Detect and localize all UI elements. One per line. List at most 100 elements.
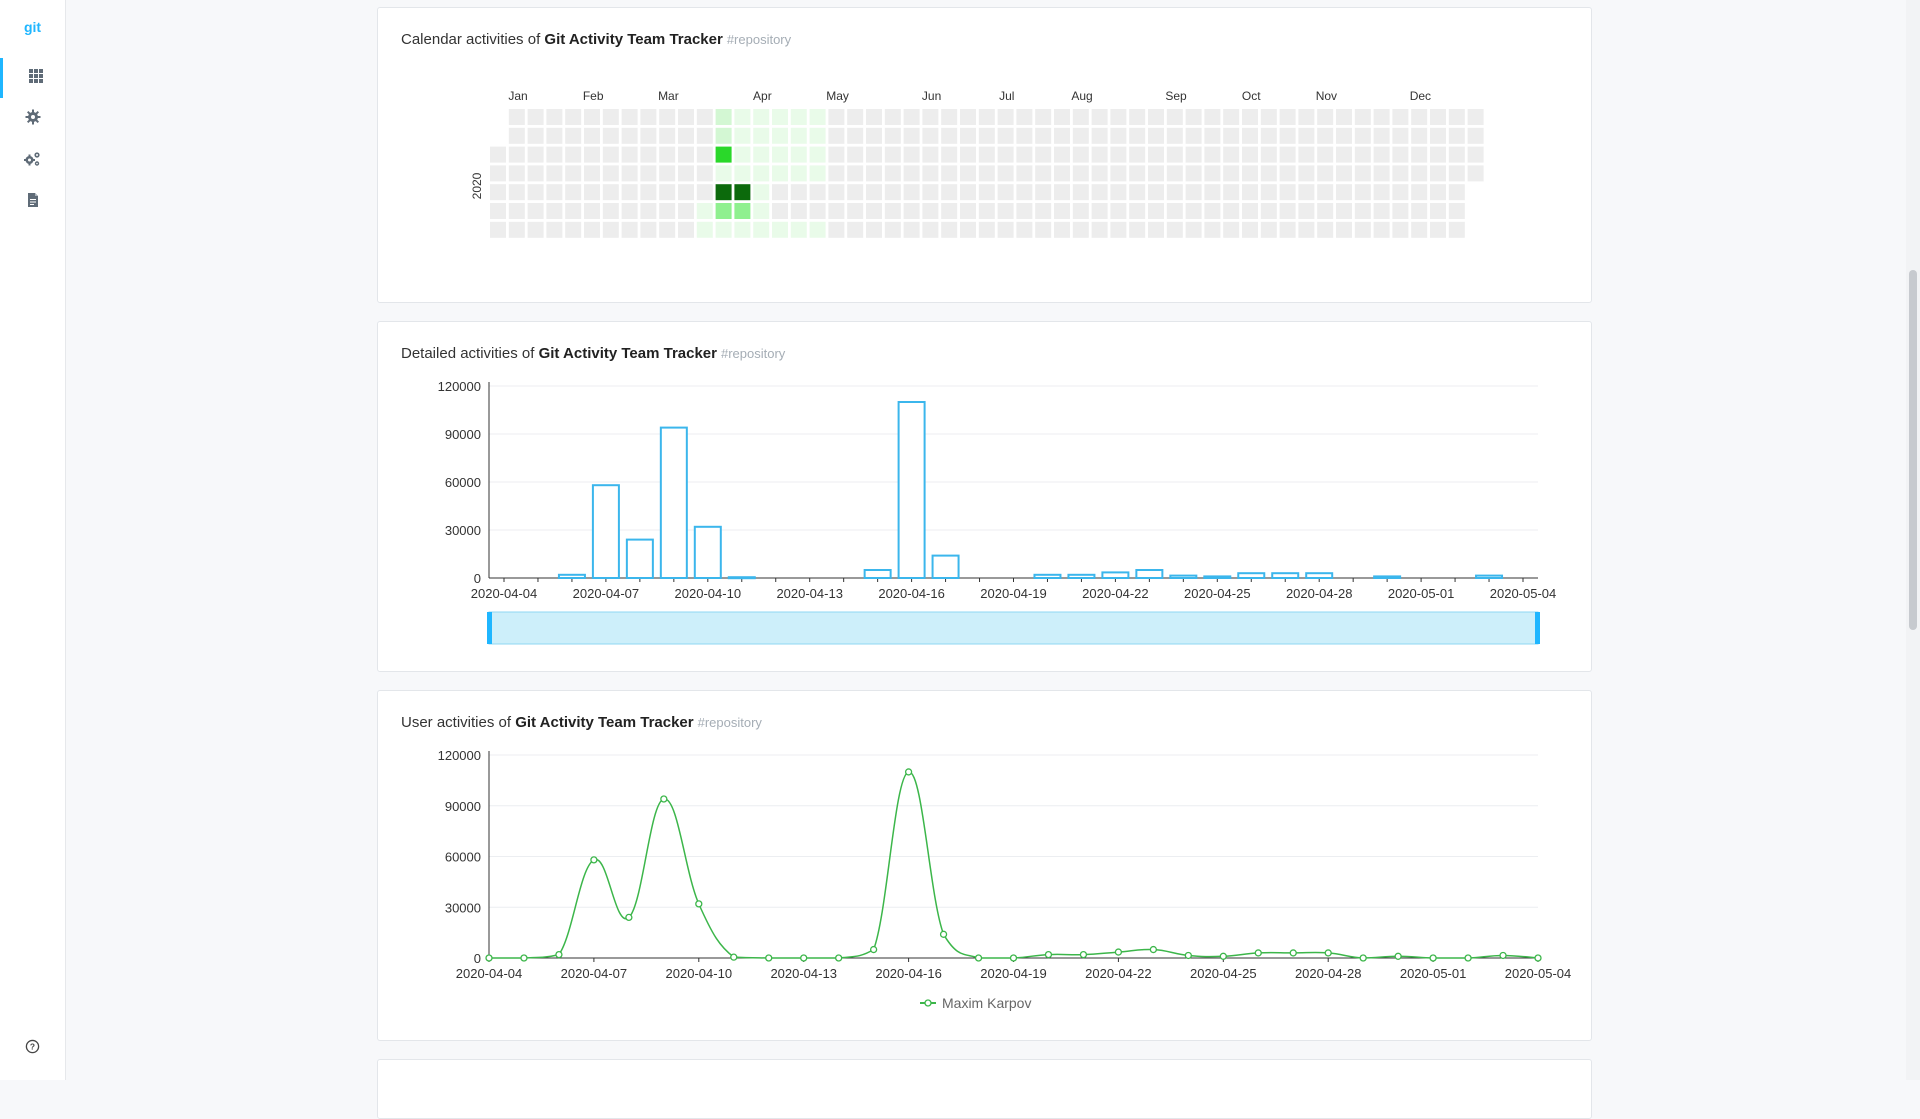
sidebar-item-dashboard[interactable] bbox=[0, 58, 68, 98]
x-tick-label: 2020-04-10 bbox=[675, 586, 742, 601]
calendar-day-cell bbox=[715, 109, 732, 125]
calendar-day-cell bbox=[1430, 146, 1446, 163]
calendar-day-cell bbox=[1148, 165, 1164, 182]
calendar-day-cell bbox=[1035, 127, 1052, 144]
calendar-day-cell bbox=[1467, 109, 1484, 125]
data-point bbox=[1149, 945, 1158, 954]
detailed-bar-chart: 0 30000 60000 90000 120000 2020-04-04 2020-04-… bbox=[438, 379, 1556, 645]
y-tick-label: 0 bbox=[474, 571, 481, 586]
repo-name[interactable]: Git Activity Team Tracker bbox=[544, 31, 723, 48]
calendar-day-cell bbox=[1317, 221, 1334, 238]
calendar-day-cell bbox=[1129, 127, 1146, 144]
sidebar-item-documents[interactable] bbox=[0, 182, 65, 222]
calendar-month-label: Jul bbox=[999, 89, 1014, 103]
calendar-day-cell bbox=[1185, 203, 1202, 219]
calendar-day-cell bbox=[1373, 127, 1390, 144]
calendar-day-cell bbox=[1054, 109, 1070, 125]
calendar-day-cell bbox=[640, 165, 657, 182]
calendar-day-cell bbox=[903, 127, 920, 144]
calendar-day-cell bbox=[659, 203, 676, 219]
calendar-day-cell bbox=[602, 127, 619, 144]
calendar-day-cell bbox=[1072, 184, 1089, 201]
calendar-day-cell bbox=[978, 109, 995, 125]
data-point bbox=[1044, 950, 1053, 959]
calendar-day-cell bbox=[659, 109, 676, 125]
calendar-day-cell bbox=[866, 184, 882, 201]
calendar-day-cell bbox=[659, 165, 676, 182]
calendar-day-cell bbox=[1392, 146, 1409, 163]
calendar-day-cell bbox=[978, 221, 995, 238]
calendar-day-cell bbox=[809, 146, 826, 163]
calendar-day-cell bbox=[1298, 146, 1315, 163]
calendar-day-cell bbox=[960, 146, 976, 163]
data-point bbox=[1359, 954, 1367, 962]
calendar-day-cell bbox=[621, 165, 638, 182]
page-scrollbar[interactable] bbox=[1906, 0, 1920, 1080]
calendar-day-cell bbox=[978, 165, 995, 182]
data-point bbox=[695, 900, 703, 908]
calendar-day-cell bbox=[922, 109, 939, 125]
calendar-heatmap: Jan Feb Mar Apr May Jun Jul Aug Sep Oct Nov Dec 2020 bbox=[470, 89, 1484, 238]
calendar-day-cell bbox=[715, 146, 732, 163]
x-tick-label: 2020-04-19 bbox=[980, 586, 1047, 601]
calendar-month-label: Feb bbox=[583, 89, 604, 103]
calendar-month-label: Oct bbox=[1242, 89, 1261, 103]
calendar-day-cell bbox=[790, 165, 807, 182]
calendar-day-cell bbox=[565, 221, 582, 238]
calendar-day-cell bbox=[753, 203, 770, 219]
calendar-day-cell bbox=[903, 221, 920, 238]
bar bbox=[1169, 574, 1198, 580]
grid-icon bbox=[28, 68, 44, 89]
calendar-day-cell bbox=[922, 203, 939, 219]
data-point bbox=[835, 954, 843, 962]
calendar-day-cell bbox=[546, 146, 563, 163]
data-point bbox=[1289, 949, 1297, 957]
calendar-day-cell bbox=[678, 221, 694, 238]
x-tick-label: 2020-04-13 bbox=[770, 966, 837, 981]
calendar-day-cell bbox=[1354, 221, 1371, 238]
calendar-day-cell bbox=[715, 127, 732, 144]
calendar-day-cell bbox=[1430, 221, 1446, 238]
calendar-day-cell bbox=[903, 109, 920, 125]
sidebar-item-settings[interactable] bbox=[0, 99, 65, 139]
calendar-day-cell bbox=[997, 127, 1014, 144]
calendar-day-cell bbox=[490, 203, 506, 219]
calendar-day-cell bbox=[1016, 165, 1033, 182]
sidebar-item-advanced-settings[interactable] bbox=[0, 141, 65, 181]
calendar-day-cell bbox=[621, 221, 638, 238]
data-point bbox=[1499, 951, 1507, 960]
calendar-day-cell bbox=[884, 184, 901, 201]
calendar-day-cell bbox=[565, 165, 582, 182]
repo-name[interactable]: Git Activity Team Tracker bbox=[515, 714, 694, 731]
calendar-day-cell bbox=[1298, 109, 1315, 125]
repo-name[interactable]: Git Activity Team Tracker bbox=[538, 345, 717, 362]
calendar-day-cell bbox=[1354, 127, 1371, 144]
calendar-day-cell bbox=[997, 221, 1014, 238]
calendar-day-cell bbox=[1448, 146, 1465, 163]
bar bbox=[1101, 571, 1130, 579]
calendar-day-cell bbox=[1129, 146, 1146, 163]
calendar-day-cell bbox=[715, 184, 732, 201]
calendar-day-cell bbox=[997, 184, 1014, 201]
calendar-day-cell bbox=[527, 184, 544, 201]
calendar-day-cell bbox=[1430, 109, 1446, 125]
calendar-day-cell bbox=[847, 146, 864, 163]
x-tick-label: 2020-04-19 bbox=[980, 966, 1047, 981]
zoom-slider-right-handle bbox=[1535, 612, 1540, 644]
calendar-day-cell bbox=[1148, 184, 1164, 201]
x-tick-label: 2020-04-13 bbox=[776, 586, 843, 601]
help-button[interactable]: ? bbox=[0, 1037, 65, 1061]
app-logo[interactable]: git bbox=[23, 19, 42, 35]
calendar-day-cell bbox=[508, 146, 525, 163]
scrollbar-thumb[interactable] bbox=[1909, 270, 1917, 630]
calendar-day-cell bbox=[1430, 184, 1446, 201]
calendar-day-cell bbox=[1242, 127, 1258, 144]
calendar-day-cell bbox=[565, 109, 582, 125]
zoom-slider-range bbox=[488, 611, 1539, 645]
calendar-day-cell bbox=[847, 203, 864, 219]
calendar-day-cell bbox=[1223, 146, 1240, 163]
calendar-day-cell bbox=[1392, 127, 1409, 144]
x-tick-label: 2020-04-25 bbox=[1184, 586, 1251, 601]
x-tick-label: 2020-04-28 bbox=[1286, 586, 1353, 601]
calendar-day-cell bbox=[1166, 203, 1183, 219]
